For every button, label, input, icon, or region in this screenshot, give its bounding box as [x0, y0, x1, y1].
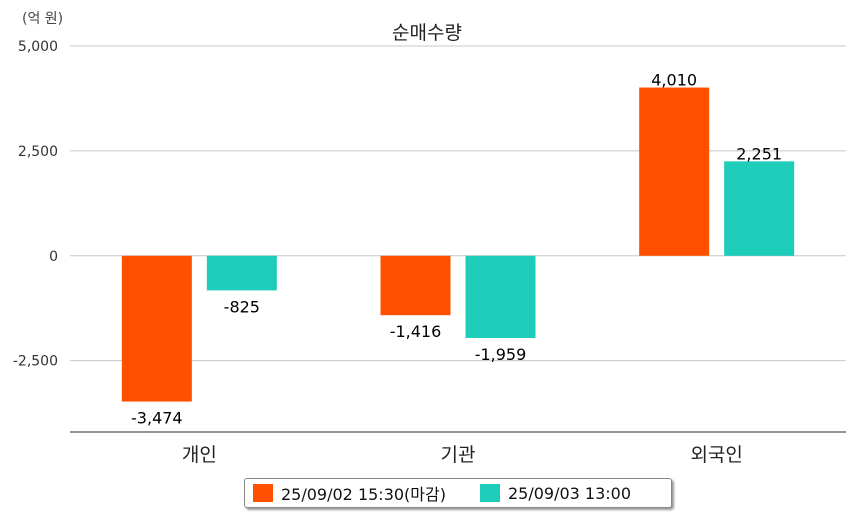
- x-tick-label: 외국인: [690, 444, 742, 466]
- bar-2-3: [724, 161, 795, 256]
- data-label: -3,474: [131, 409, 183, 428]
- unit-label: (억 원): [22, 11, 64, 27]
- chart-title: 순매수량: [392, 22, 462, 44]
- bar-1-1: [121, 255, 192, 402]
- data-label: 2,251: [736, 144, 782, 163]
- bar-1-3: [639, 87, 710, 256]
- y-tick-label: 0: [49, 249, 58, 265]
- chart-legend: 25/09/02 15:30(마감) 25/09/03 13:00: [244, 478, 672, 508]
- bar-1-2: [380, 255, 451, 316]
- bar-2-1: [206, 255, 277, 291]
- y-tick-label: 2,500: [18, 144, 58, 160]
- data-label: -1,959: [475, 345, 527, 364]
- bar-2-2: [465, 255, 536, 338]
- x-tick-label: 기관: [441, 444, 476, 466]
- y-tick-label: 5,000: [18, 39, 58, 55]
- data-label: -1,416: [390, 322, 442, 341]
- legend-label-series-2: 25/09/03 13:00: [507, 483, 632, 503]
- legend-label-series-1: 25/09/02 15:30(마감): [281, 485, 446, 504]
- x-tick-label: 개인: [182, 444, 217, 466]
- legend-item-series-1: 25/09/02 15:30(마감): [253, 481, 446, 505]
- data-label: -825: [224, 297, 260, 316]
- legend-swatch-series-1: [253, 484, 273, 502]
- data-label: 4,010: [651, 71, 697, 90]
- legend-item-series-2: 25/09/03 13:00: [479, 483, 632, 503]
- y-tick-label: -2,500: [13, 354, 58, 370]
- legend-swatch-series-2: [479, 484, 500, 502]
